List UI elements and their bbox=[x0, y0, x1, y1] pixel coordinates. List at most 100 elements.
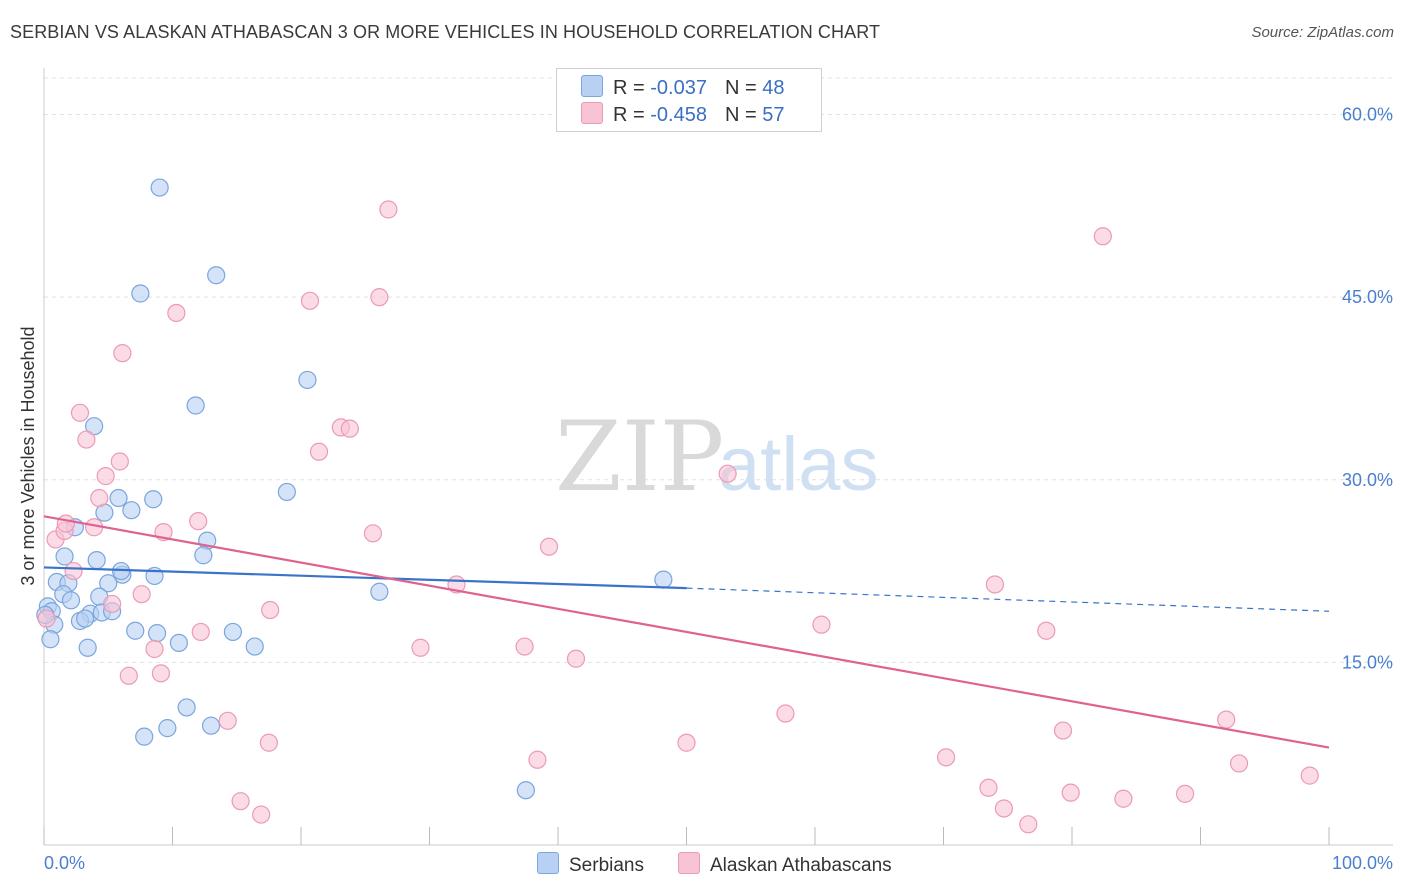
serbian-point bbox=[298, 370, 317, 390]
serbian-point bbox=[277, 482, 296, 502]
legend-n-label: N = bbox=[724, 104, 763, 126]
alaskan-point bbox=[309, 442, 329, 461]
alaskan-point bbox=[103, 594, 122, 614]
y-axis-label: 3 or more Vehicles in Household bbox=[18, 326, 38, 585]
alaskan-point bbox=[300, 291, 320, 310]
alaskan-point bbox=[261, 600, 280, 620]
serbian-point bbox=[76, 609, 95, 628]
bottom-swatch-blue bbox=[537, 852, 559, 874]
tick-labels: 15.0% 30.0% 45.0% 60.0% 0.0% 100.0% bbox=[44, 105, 1393, 873]
alaskan-point bbox=[539, 537, 559, 556]
legend-row-serbians: R = -0.037 N = 48 bbox=[581, 75, 784, 101]
correlation-legend: R = -0.037 N = 48 R = -0.458 N = 57 bbox=[556, 68, 822, 132]
serbian-point bbox=[223, 622, 242, 642]
x-tick-label: 100.0% bbox=[1332, 853, 1393, 873]
alaskan-point bbox=[259, 733, 278, 752]
serbian-point bbox=[147, 624, 167, 643]
alaskan-point bbox=[812, 615, 831, 634]
source-credit: Source: ZipAtlas.com bbox=[1251, 24, 1394, 41]
alaskan-point bbox=[37, 609, 56, 628]
serbian-point bbox=[55, 547, 74, 566]
alaskan-point bbox=[64, 561, 83, 581]
serbian-point bbox=[654, 570, 673, 589]
alaskan-point bbox=[370, 288, 389, 307]
serbian-point bbox=[186, 396, 205, 415]
y-tick-label: 15.0% bbox=[1342, 652, 1393, 672]
bottom-legend-label: Serbians bbox=[569, 855, 644, 876]
watermark-zip: ZIP bbox=[555, 401, 724, 513]
serbian-point bbox=[99, 574, 118, 593]
alaskan-point bbox=[167, 303, 186, 323]
alaskan-point bbox=[1175, 784, 1195, 803]
alaskan-point bbox=[1019, 815, 1038, 834]
trend-lines bbox=[43, 515, 1330, 749]
alaskan-point bbox=[994, 799, 1013, 818]
serbian-point bbox=[158, 719, 177, 738]
serbian-point bbox=[144, 490, 163, 509]
alaskan-point bbox=[1061, 783, 1080, 802]
serbian-point bbox=[150, 178, 169, 197]
serbian-point bbox=[135, 727, 154, 746]
alaskan-point bbox=[96, 467, 115, 486]
serbian-point bbox=[109, 488, 128, 508]
alaskan-point bbox=[90, 488, 109, 508]
watermark-atlas: atlas bbox=[718, 422, 879, 507]
alaskan-point bbox=[566, 649, 586, 668]
alaskan-point bbox=[252, 805, 271, 824]
alaskan-point bbox=[1093, 227, 1112, 246]
alaskan-point bbox=[110, 452, 129, 471]
data-points bbox=[36, 178, 1319, 834]
alaskan-point bbox=[70, 403, 90, 422]
serbian-point bbox=[61, 591, 81, 610]
alaskan-point bbox=[132, 585, 151, 604]
y-tick-label: 45.0% bbox=[1342, 287, 1393, 307]
legend-n-label: N = bbox=[724, 77, 763, 99]
serbian-point bbox=[122, 501, 141, 520]
legend-swatch-blue bbox=[581, 75, 603, 97]
alaskan-point bbox=[113, 344, 132, 363]
legend-n-value: 48 bbox=[762, 77, 785, 99]
legend-row-alaskan: R = -0.458 N = 57 bbox=[581, 102, 784, 128]
bottom-legend-serbians: Serbians bbox=[537, 852, 644, 877]
serbian-trend-extension bbox=[686, 587, 1330, 612]
alaskan-trend-line bbox=[43, 515, 1330, 749]
serbian-point bbox=[516, 781, 535, 800]
alaskan-point bbox=[363, 524, 383, 543]
alaskan-point bbox=[77, 430, 96, 449]
alaskan-point bbox=[411, 638, 430, 657]
legend-n-value: 57 bbox=[762, 104, 785, 126]
legend-r-value: -0.037 bbox=[650, 77, 707, 99]
alaskan-point bbox=[56, 514, 75, 533]
alaskan-point bbox=[1053, 721, 1073, 740]
serbian-point bbox=[87, 551, 106, 570]
alaskan-point bbox=[528, 750, 547, 769]
alaskan-point bbox=[189, 512, 208, 531]
alaskan-point bbox=[218, 711, 237, 730]
legend-r-label: R = bbox=[613, 104, 651, 126]
serbian-point bbox=[194, 546, 213, 565]
serbian-point bbox=[169, 633, 189, 653]
legend-swatch-pink bbox=[581, 102, 603, 124]
serbian-point bbox=[41, 630, 60, 649]
alaskan-point bbox=[1114, 789, 1133, 808]
serbian-point bbox=[245, 637, 264, 656]
alaskan-point bbox=[231, 792, 250, 811]
alaskan-point bbox=[718, 464, 737, 483]
alaskan-point bbox=[936, 748, 956, 767]
y-tick-label: 30.0% bbox=[1342, 470, 1393, 490]
serbian-point bbox=[201, 716, 221, 735]
alaskan-point bbox=[379, 200, 398, 219]
serbian-trend-line bbox=[43, 566, 687, 590]
axes bbox=[43, 68, 1393, 846]
alaskan-point bbox=[1229, 754, 1249, 773]
x-tick-label: 0.0% bbox=[44, 853, 85, 873]
alaskan-point bbox=[340, 419, 359, 438]
alaskan-point bbox=[151, 664, 171, 683]
serbian-point bbox=[131, 284, 150, 303]
serbian-point bbox=[78, 638, 97, 657]
alaskan-point bbox=[1300, 766, 1319, 785]
alaskan-point bbox=[191, 622, 210, 642]
alaskan-point bbox=[985, 575, 1005, 594]
alaskan-point bbox=[979, 778, 998, 797]
